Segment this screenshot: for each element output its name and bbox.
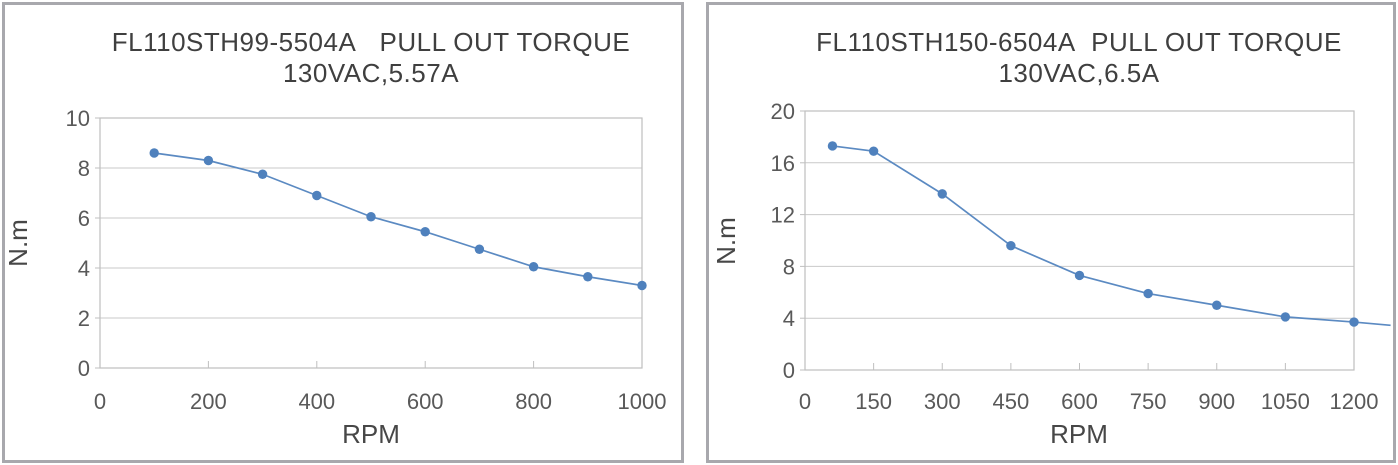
data-point-marker bbox=[827, 141, 838, 151]
torque-curve bbox=[832, 145, 1391, 327]
x-tick-label: 300 bbox=[924, 389, 961, 414]
left-torque-chart: FL110STH99-5504A PULL OUT TORQUE 130VAC,… bbox=[5, 27, 667, 449]
chart-title-line1: FL110STH99-5504A PULL OUT TORQUE bbox=[112, 27, 630, 57]
y-tick-label: 2 bbox=[78, 306, 90, 331]
data-point-marker bbox=[1212, 300, 1222, 310]
x-axis-label: RPM bbox=[1050, 419, 1108, 449]
data-point-marker bbox=[1074, 270, 1085, 281]
y-tick-label: 4 bbox=[783, 306, 795, 331]
y-tick-label: 8 bbox=[783, 254, 795, 279]
torque-curve bbox=[154, 152, 643, 287]
right-torque-chart: FL110STH150-6504A PULL OUT TORQUE 130VAC… bbox=[711, 27, 1391, 449]
data-point-marker bbox=[420, 227, 430, 237]
x-tick-label: 0 bbox=[799, 389, 811, 414]
y-tick-label: 20 bbox=[771, 99, 795, 124]
x-tick-label: 600 bbox=[1061, 389, 1098, 414]
x-tick-label: 800 bbox=[515, 389, 552, 414]
plot-area: 0 2 4 6 8 10 0 200 400 600 800 1000 bbox=[66, 106, 667, 414]
plot-border bbox=[804, 110, 1355, 371]
data-point-marker bbox=[149, 148, 159, 158]
data-point-marker bbox=[257, 169, 268, 179]
torque-chart-panel-left: FL110STH99-5504A PULL OUT TORQUE 130VAC,… bbox=[2, 2, 684, 463]
y-tick-label: 16 bbox=[771, 151, 795, 176]
x-tick-label: 1000 bbox=[618, 389, 667, 414]
data-point-marker bbox=[1006, 240, 1016, 251]
x-tick-label: 400 bbox=[298, 389, 335, 414]
plot-area: 0 4 8 12 16 20 0 150 300 450 600 750 900 1050 1200 bbox=[771, 99, 1391, 414]
data-point-marker bbox=[868, 146, 879, 156]
data-point-marker bbox=[1349, 317, 1359, 327]
y-tick-label: 10 bbox=[66, 106, 90, 131]
x-tick-label: 900 bbox=[1198, 389, 1235, 414]
y-tick-label: 6 bbox=[78, 206, 90, 231]
x-tick-label: 600 bbox=[407, 389, 444, 414]
x-tick-label: 750 bbox=[1130, 389, 1167, 414]
x-axis-label: RPM bbox=[342, 419, 400, 449]
y-axis-label: N.m bbox=[711, 217, 741, 265]
chart-subtitle: 130VAC,6.5A bbox=[998, 58, 1159, 88]
y-tick-label: 0 bbox=[78, 356, 90, 381]
chart-subtitle: 130VAC,5.57A bbox=[283, 58, 459, 88]
x-tick-label: 450 bbox=[993, 389, 1030, 414]
x-tick-label: 200 bbox=[190, 389, 227, 414]
data-point-marker bbox=[312, 190, 322, 201]
chart-title-line1: FL110STH150-6504A PULL OUT TORQUE bbox=[816, 27, 1342, 57]
data-point-marker bbox=[937, 189, 947, 199]
data-point-marker bbox=[366, 212, 376, 222]
x-tick-label: 1200 bbox=[1330, 389, 1379, 414]
x-tick-label: 1050 bbox=[1261, 389, 1310, 414]
data-point-marker bbox=[528, 262, 539, 272]
data-point-marker bbox=[1143, 288, 1153, 299]
y-tick-label: 8 bbox=[78, 156, 90, 181]
y-axis-label: N.m bbox=[5, 219, 33, 267]
data-point-marker bbox=[203, 155, 214, 166]
y-tick-label: 12 bbox=[771, 203, 795, 228]
torque-chart-panel-right: FL110STH150-6504A PULL OUT TORQUE 130VAC… bbox=[706, 2, 1396, 463]
y-tick-label: 4 bbox=[78, 256, 90, 281]
data-point-marker bbox=[1280, 312, 1291, 322]
data-point-marker bbox=[637, 280, 647, 291]
x-tick-label: 150 bbox=[855, 389, 892, 414]
data-point-marker bbox=[474, 244, 485, 254]
data-point-marker bbox=[583, 272, 593, 282]
plot-border bbox=[99, 117, 643, 369]
y-tick-label: 0 bbox=[783, 358, 795, 383]
x-tick-label: 0 bbox=[94, 389, 106, 414]
